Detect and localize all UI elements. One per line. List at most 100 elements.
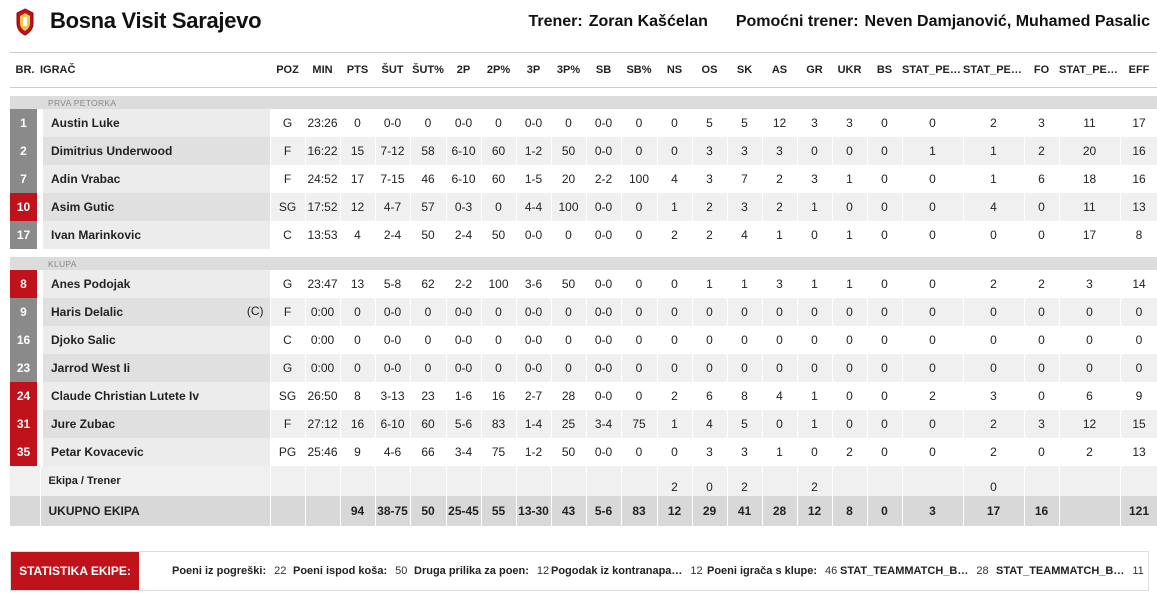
stat-cell: 100: [551, 193, 587, 221]
player-row[interactable]: 9 Haris Delalic (C) F 0:00 0 0-0 0 0-0 0 0-0 0 0-0 0 0…: [10, 298, 1157, 326]
stat-cell: 24:52: [305, 165, 341, 193]
player-name-cell[interactable]: Claude Christian Lutete Iv: [40, 382, 271, 410]
column-header[interactable]: MIN: [305, 52, 340, 88]
player-name-cell[interactable]: Dimitrius Underwood: [40, 137, 271, 165]
player-row[interactable]: 2 Dimitrius Underwood F 16:22 15 7-12 58 6-10 60…: [10, 137, 1157, 165]
player-name[interactable]: Asim Gutic: [51, 200, 115, 214]
player-row[interactable]: 7 Adin Vrabac F 24:52 17 7-15 46 6-10 60 1-5 20 2-2…: [10, 165, 1157, 193]
column-header[interactable]: GR: [797, 52, 832, 88]
player-name-cell[interactable]: Asim Gutic: [40, 193, 271, 221]
column-header[interactable]: 3P%: [551, 52, 586, 88]
column-header[interactable]: UKR: [832, 52, 867, 88]
stat-cell: 0: [797, 438, 833, 466]
column-header[interactable]: FO: [1024, 52, 1059, 88]
team-stat-value: 46: [825, 565, 838, 577]
player-name[interactable]: Anes Podojak: [51, 277, 131, 291]
team-stat-value: 11: [1132, 565, 1144, 577]
player-row[interactable]: 17 Ivan Marinkovic C 13:53 4 2-4 50 2-4 50 0-0 0 0-…: [10, 221, 1157, 249]
player-name-cell[interactable]: Djoko Salic: [40, 326, 271, 354]
column-header[interactable]: SB%: [621, 52, 657, 88]
stat-cell: 0: [832, 326, 868, 354]
player-row[interactable]: 24 Claude Christian Lutete Iv SG 26:50 8 3-13…: [10, 382, 1157, 410]
player-number: 17: [10, 221, 43, 249]
stat-cell: 100: [621, 165, 658, 193]
section-label: KLUPA: [10, 257, 1157, 270]
player-row[interactable]: 35 Petar Kovacevic PG 25:46 9 4-6 66 3-4 75 1-2 50…: [10, 438, 1157, 466]
player-name-cell[interactable]: Jarrod West Ii: [40, 354, 271, 382]
column-header[interactable]: EFF: [1120, 52, 1157, 88]
stat-cell: 1: [797, 382, 833, 410]
player-name-cell[interactable]: Anes Podojak: [40, 270, 271, 298]
stat-cell: [305, 466, 341, 496]
stat-cell: F: [270, 137, 306, 165]
player-name[interactable]: Petar Kovacevic: [51, 445, 144, 459]
stat-cell: 1: [657, 193, 693, 221]
column-header[interactable]: 2P: [446, 52, 481, 88]
stat-cell: 6-10: [446, 165, 482, 193]
stat-cell: F: [270, 410, 306, 438]
column-header[interactable]: BS: [867, 52, 902, 88]
column-header[interactable]: 3P: [516, 52, 551, 88]
player-name[interactable]: Djoko Salic: [51, 333, 116, 347]
player-name-cell[interactable]: Austin Luke: [40, 109, 271, 137]
player-row[interactable]: 16 Djoko Salic C 0:00 0 0-0 0 0-0 0 0-0 0 0-0 0 0 0 0 0 0…: [10, 326, 1157, 354]
stat-cell: 13: [1120, 438, 1157, 466]
column-header[interactable]: POZ: [270, 52, 305, 88]
player-name-cell[interactable]: Jure Zubac: [40, 410, 271, 438]
column-header[interactable]: STAT_PERS…: [902, 52, 963, 88]
stat-cell: 0: [902, 165, 964, 193]
stat-cell: 0: [1120, 354, 1157, 382]
stat-cell: 1: [963, 165, 1025, 193]
player-name-cell[interactable]: Petar Kovacevic: [40, 438, 271, 466]
stat-cell: 2-2: [586, 165, 622, 193]
stat-cell: 0: [963, 354, 1025, 382]
player-row[interactable]: 1 Austin Luke G 23:26 0 0-0 0 0-0 0 0-0 0 0-0 0 0 5 5 12…: [10, 109, 1157, 137]
column-header[interactable]: OS: [692, 52, 727, 88]
stat-cell: 4: [340, 221, 376, 249]
column-header[interactable]: ŠUT%: [410, 52, 446, 88]
stat-cell: 0: [762, 326, 798, 354]
column-header[interactable]: PTS: [340, 52, 375, 88]
player-name[interactable]: Claude Christian Lutete Iv: [51, 389, 200, 403]
player-name[interactable]: Austin Luke: [51, 116, 120, 130]
stat-cell: 16: [340, 410, 376, 438]
stat-cell: 0: [727, 354, 763, 382]
stat-cell: 11: [1059, 193, 1121, 221]
total-stat-cell: 3: [902, 496, 964, 526]
column-header[interactable]: SK: [727, 52, 762, 88]
column-header[interactable]: NS: [657, 52, 692, 88]
player-name-cell[interactable]: Adin Vrabac: [40, 165, 271, 193]
player-name[interactable]: Jure Zubac: [51, 417, 116, 431]
team-stat-item: STAT_TEAMMATCH_B… 28: [840, 552, 989, 590]
stat-cell: 3: [692, 137, 728, 165]
stat-cell: 46: [410, 165, 447, 193]
player-row[interactable]: 10 Asim Gutic SG 17:52 12 4-7 57 0-3 0 4-4 100 0-0 0…: [10, 193, 1157, 221]
column-header[interactable]: STAT_PERS…: [1059, 52, 1120, 88]
column-header[interactable]: IGRAČ: [40, 52, 270, 88]
player-name[interactable]: Dimitrius Underwood: [51, 144, 173, 158]
player-name-cell[interactable]: Haris Delalic (C): [40, 298, 271, 326]
stat-cell: 2-4: [446, 221, 482, 249]
column-header[interactable]: 2P%: [481, 52, 516, 88]
player-row[interactable]: 8 Anes Podojak G 23:47 13 5-8 62 2-2 100 3-6 50 0-0…: [10, 270, 1157, 298]
player-name[interactable]: Ivan Marinkovic: [51, 228, 142, 242]
column-header[interactable]: BR.: [10, 52, 40, 88]
column-header[interactable]: AS: [762, 52, 797, 88]
column-header[interactable]: ŠUT: [375, 52, 410, 88]
stat-cell: 12: [762, 109, 798, 137]
stat-cell: 3: [727, 438, 763, 466]
team-stat-item: Druga prilika za poen: 12: [414, 552, 549, 590]
player-row[interactable]: 23 Jarrod West Ii G 0:00 0 0-0 0 0-0 0 0-0 0 0-0 0 0 0…: [10, 354, 1157, 382]
player-row[interactable]: 31 Jure Zubac F 27:12 16 6-10 60 5-6 83 1-4 25 3-4 7…: [10, 410, 1157, 438]
stat-cell: 0: [621, 109, 658, 137]
player-name[interactable]: Adin Vrabac: [51, 172, 121, 186]
stat-cell: 23:26: [305, 109, 341, 137]
player-name[interactable]: Jarrod West Ii: [51, 361, 131, 375]
stat-cell: 0: [1059, 354, 1121, 382]
player-name[interactable]: Haris Delalic: [51, 305, 124, 319]
column-header[interactable]: SB: [586, 52, 621, 88]
column-header[interactable]: STAT_PERS…: [963, 52, 1024, 88]
stat-cell: 60: [481, 137, 517, 165]
player-name-cell[interactable]: Ivan Marinkovic: [40, 221, 271, 249]
stat-cell: 0: [692, 298, 728, 326]
